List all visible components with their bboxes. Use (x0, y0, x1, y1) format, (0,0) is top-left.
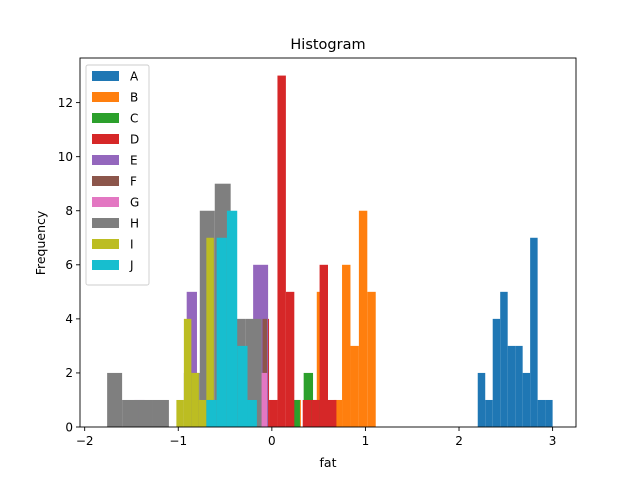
bar-J-2 (226, 210, 238, 427)
bar-H-3 (153, 399, 169, 427)
bar-A-6 (522, 372, 531, 427)
legend-item-E: E (92, 154, 138, 168)
legend-swatch (92, 113, 119, 123)
bar-D-5 (311, 399, 320, 427)
bar-I-1 (183, 318, 192, 427)
bar-B-5 (358, 210, 368, 427)
bar-A-1 (485, 399, 493, 427)
bar-H-2 (138, 399, 153, 427)
bar-J-4 (247, 399, 257, 427)
bar-A-9 (545, 399, 553, 427)
bar-A-7 (530, 237, 538, 427)
legend-swatch (92, 197, 119, 207)
legend-label: E (130, 154, 138, 168)
legend-swatch (92, 218, 119, 228)
legend-item-J: J (92, 259, 134, 273)
legend-swatch (92, 134, 119, 144)
legend-item-H: H (92, 217, 139, 231)
bar-A-5 (515, 345, 523, 427)
x-tick-label: 3 (549, 434, 557, 448)
bar-A-3 (500, 291, 508, 427)
bar-H-0 (107, 372, 123, 427)
legend-label: I (130, 238, 134, 252)
bar-C-0 (292, 399, 300, 427)
series-J (206, 210, 257, 427)
x-tick-label: 2 (455, 434, 463, 448)
y-axis-ticks: 0 2 4 6 8 10 12 (58, 96, 80, 434)
legend-item-A: A (92, 70, 139, 84)
legend-label: H (130, 217, 139, 231)
x-tick-label: −2 (76, 434, 94, 448)
legend-swatch (92, 260, 119, 270)
legend-item-F: F (92, 175, 137, 189)
legend-item-B: B (92, 91, 138, 105)
legend-label: G (130, 196, 139, 210)
x-axis-label: fat (320, 455, 337, 470)
bar-E-1 (186, 291, 197, 427)
legend-item-C: C (92, 112, 138, 126)
bar-A-0 (477, 372, 486, 427)
bar-D-6 (319, 264, 328, 427)
y-tick-label: 8 (65, 204, 73, 218)
bar-I-4 (206, 237, 214, 427)
bar-D-7 (328, 399, 337, 427)
bar-B-4 (350, 345, 359, 427)
legend-item-D: D (92, 133, 139, 147)
series-A (477, 237, 553, 427)
y-tick-label: 2 (65, 366, 73, 380)
bar-H-1 (122, 399, 139, 427)
legend-label: C (130, 112, 138, 126)
bar-B-6 (367, 291, 376, 427)
bar-A-2 (492, 318, 501, 427)
legend-label: D (130, 133, 139, 147)
bar-I-3 (198, 399, 207, 427)
bars-layer (107, 75, 553, 427)
series-I (176, 237, 214, 427)
bar-D-1 (269, 399, 278, 427)
y-tick-label: 6 (65, 258, 73, 272)
series-G (260, 372, 268, 427)
bar-D-4 (302, 399, 312, 427)
bar-I-2 (191, 372, 199, 427)
y-tick-label: 12 (58, 96, 73, 110)
legend-item-I: I (92, 238, 134, 252)
legend-swatch (92, 71, 119, 81)
legend-label: B (130, 91, 138, 105)
x-axis-ticks: −2 −1 0 1 2 3 (76, 427, 557, 448)
bar-B-2 (333, 399, 343, 427)
legend-label: F (130, 175, 137, 189)
y-tick-label: 10 (58, 150, 73, 164)
legend-swatch (92, 176, 119, 186)
bar-D-3 (285, 291, 295, 427)
bar-J-1 (216, 237, 227, 427)
bar-G-0 (260, 372, 268, 427)
legend-label: J (129, 259, 134, 273)
bar-D-2 (277, 75, 286, 427)
x-tick-label: 0 (268, 434, 276, 448)
legend-item-G: G (92, 196, 139, 210)
bar-J-3 (237, 345, 248, 427)
y-axis-label: Frequency (33, 210, 48, 275)
legend-label: A (130, 70, 139, 84)
bar-C-1 (303, 372, 314, 427)
x-tick-label: 1 (362, 434, 370, 448)
bar-H-8 (245, 318, 262, 427)
y-tick-label: 0 (65, 420, 73, 434)
axes-frame (79, 57, 577, 428)
legend-swatch (92, 92, 119, 102)
y-tick-label: 4 (65, 312, 73, 326)
chart-title: Histogram (290, 37, 365, 53)
bar-I-0 (176, 399, 184, 427)
x-tick-label: −1 (169, 434, 187, 448)
bar-A-4 (507, 345, 516, 427)
legend-swatch (92, 155, 119, 165)
bar-A-8 (537, 399, 546, 427)
bar-B-3 (342, 264, 351, 427)
bar-J-0 (206, 399, 217, 427)
legend-swatch (92, 239, 119, 249)
